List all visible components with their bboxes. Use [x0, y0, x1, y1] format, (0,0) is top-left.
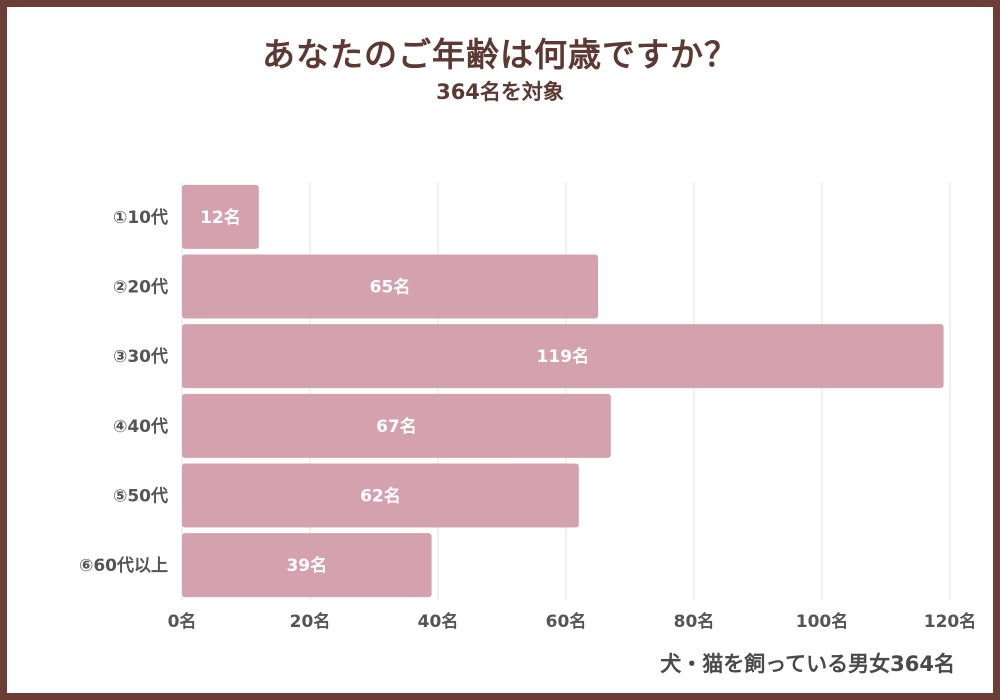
- x-tick-label-0: 0名: [168, 611, 197, 632]
- category-label-4: ⑤50代: [113, 486, 168, 507]
- x-tick-label-1: 20名: [290, 611, 331, 632]
- x-tick-label-3: 60名: [546, 611, 587, 632]
- data-label-2: 119名: [537, 346, 590, 367]
- data-label-3: 67名: [376, 416, 417, 437]
- x-tick-label-4: 80名: [674, 611, 715, 632]
- category-label-3: ④40代: [113, 416, 168, 437]
- bar-1: [182, 254, 598, 319]
- chart-title: あなたのご年齢は何歳ですか？: [262, 35, 738, 74]
- category-label-1: ②20代: [113, 277, 168, 298]
- bar-2: [182, 324, 944, 389]
- bar-3: [182, 393, 611, 458]
- chart-subtitle: 364名を対象: [436, 80, 564, 104]
- category-label-5: ⑥60代以上: [79, 555, 168, 576]
- bar-4: [182, 463, 579, 528]
- data-label-0: 12名: [200, 207, 241, 228]
- data-label-5: 39名: [286, 555, 327, 576]
- bar-5: [182, 533, 432, 598]
- bar-0: [182, 184, 259, 249]
- survey-footnote: 犬・猫を飼っている男女364名: [660, 652, 955, 676]
- category-label-2: ③30代: [113, 346, 168, 367]
- data-label-4: 62名: [360, 486, 401, 507]
- category-label-0: ①10代: [113, 207, 168, 228]
- x-tick-label-5: 100名: [796, 611, 849, 632]
- data-label-1: 65名: [370, 277, 411, 298]
- x-tick-label-6: 120名: [924, 611, 977, 632]
- x-tick-label-2: 40名: [418, 611, 459, 632]
